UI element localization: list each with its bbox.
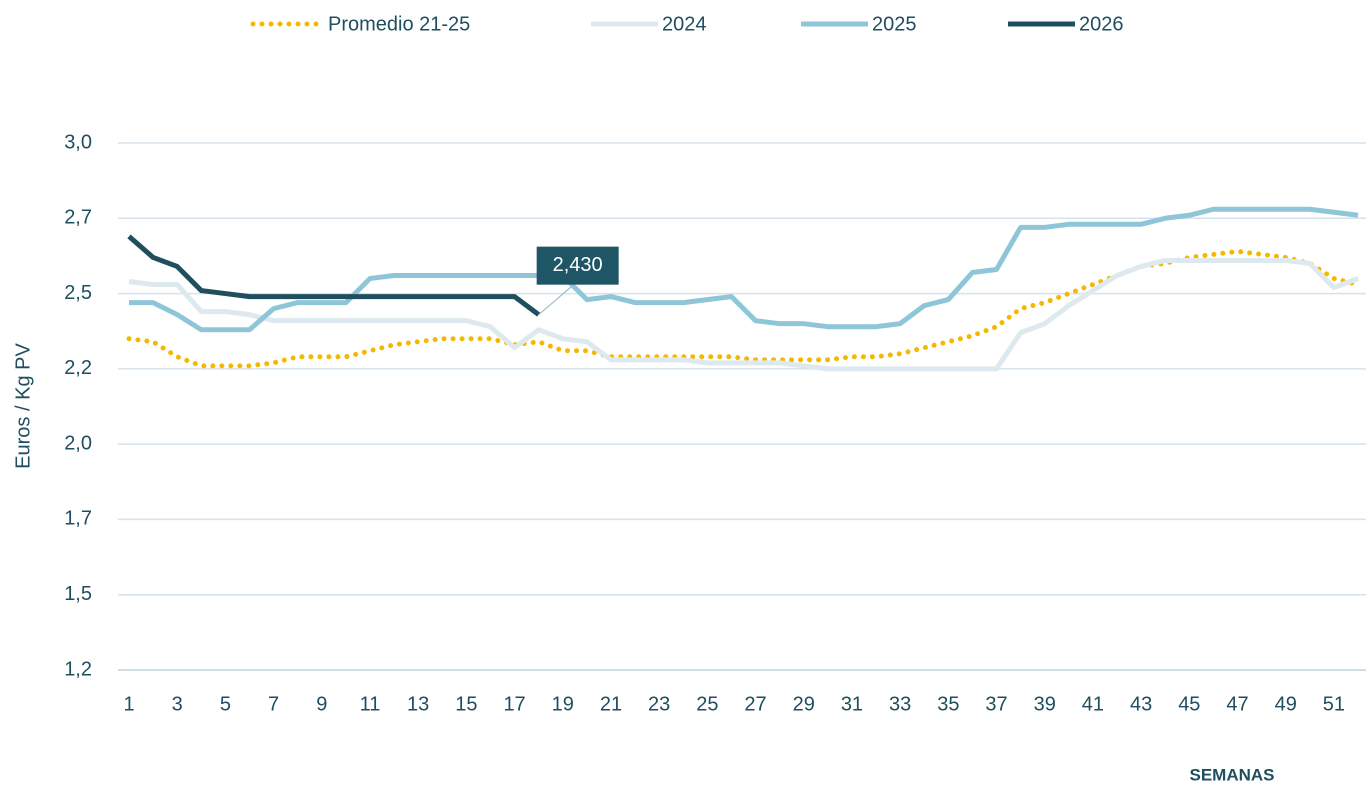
- y-tick-label: 1,5: [64, 583, 92, 605]
- data-label-box: [536, 246, 619, 285]
- x-tick-label: 9: [316, 693, 327, 715]
- x-tick-label: 31: [841, 693, 863, 715]
- x-tick-label: 5: [220, 693, 231, 715]
- label-leader: [538, 284, 575, 316]
- x-tick-label: 49: [1275, 693, 1297, 715]
- legend-label: 2026: [1079, 13, 1124, 35]
- y-tick-label: 2,7: [64, 207, 92, 229]
- x-tick-label: 19: [552, 693, 574, 715]
- x-tick-label: 37: [985, 693, 1007, 715]
- x-axis-title: SEMANAS: [1189, 765, 1274, 784]
- y-tick-label: 2,0: [64, 432, 92, 454]
- y-tick-label: 2,5: [64, 282, 92, 304]
- x-tick-label: 7: [268, 693, 279, 715]
- x-tick-label: 13: [407, 693, 429, 715]
- series-line: [127, 234, 541, 317]
- x-tick-label: 23: [648, 693, 670, 715]
- x-tick-label: 45: [1178, 693, 1200, 715]
- x-tick-label: 41: [1082, 693, 1104, 715]
- y-tick-label: 1,7: [64, 508, 92, 530]
- x-tick-label: 35: [937, 693, 959, 715]
- x-tick-label: 21: [600, 693, 622, 715]
- y-tick-label: 3,0: [64, 131, 92, 153]
- x-tick-label: 11: [360, 693, 381, 715]
- x-tick-label: 51: [1323, 693, 1345, 715]
- series-line: [129, 206, 1359, 333]
- legend-label: 2025: [872, 13, 917, 35]
- x-tick-label: 39: [1034, 693, 1056, 715]
- x-tick-label: 47: [1226, 693, 1248, 715]
- data-label: 2,430: [553, 254, 603, 276]
- legend-label: 2024: [662, 13, 707, 35]
- series-line: [128, 257, 1359, 372]
- y-axis-title: Euros / Kg PV: [12, 343, 34, 469]
- x-tick-label: 25: [696, 693, 718, 715]
- x-tick-label: 27: [744, 693, 766, 715]
- y-tick-label: 2,2: [64, 357, 92, 379]
- x-tick-label: 15: [455, 693, 477, 715]
- x-tick-label: 1: [123, 693, 134, 715]
- x-tick-label: 3: [172, 693, 183, 715]
- x-tick-label: 43: [1130, 693, 1152, 715]
- legend-label: Promedio 21-25: [328, 13, 470, 35]
- y-tick-label: 1,2: [64, 658, 92, 680]
- x-tick-label: 33: [889, 693, 911, 715]
- x-tick-label: 29: [793, 693, 815, 715]
- x-tick-label: 17: [503, 693, 525, 715]
